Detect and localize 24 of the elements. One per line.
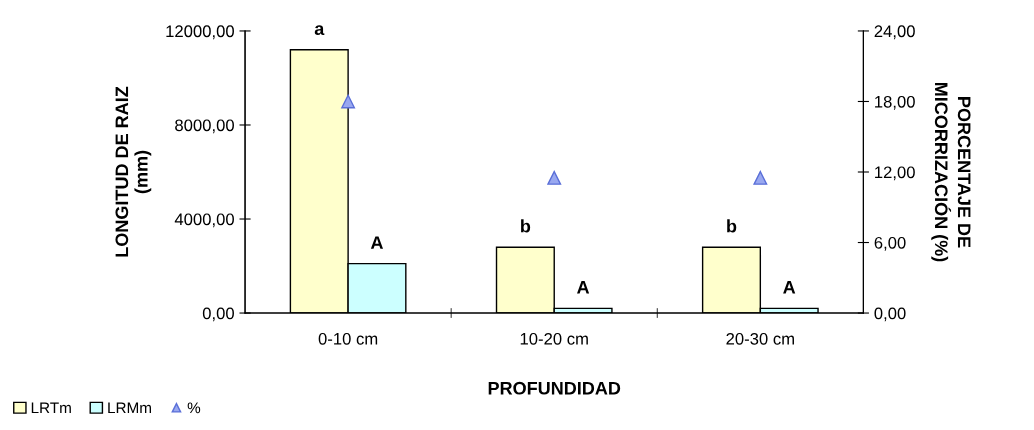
y2-tick-label: 12,00	[875, 166, 915, 181]
y2-axis-title: PORCENTAJE DE MICORRIZACIÓN (%)	[931, 82, 971, 262]
x-tick-label: 10-20 cm	[520, 332, 588, 345]
x-tick-label: 0-10 cm	[318, 332, 378, 345]
data-label: A	[783, 281, 796, 294]
y-tick-label: 0,00	[202, 307, 234, 322]
legend-label: %	[187, 402, 201, 414]
y-tick-label: 12000,00	[166, 25, 234, 40]
y2-tick-label: 6,00	[874, 236, 906, 251]
data-label: a	[314, 25, 325, 36]
legend-label: LRMm	[108, 402, 151, 414]
data-label: A	[577, 281, 590, 294]
y2-tick-label: 24,00	[874, 25, 915, 40]
x-tick-label: 20-30 cm	[726, 332, 794, 345]
y-tick-label: 8000,00	[175, 119, 234, 134]
x-axis-title: PROFUNDIDAD	[488, 381, 621, 395]
data-label: A	[370, 236, 384, 249]
data-label: b	[521, 219, 531, 233]
y-axis-title: LONGITUD DE RAIZ (mm)	[115, 86, 152, 257]
y2-tick-label: 18,00	[875, 95, 915, 110]
y2-tick-label: 0,00	[874, 307, 906, 322]
y-tick-label: 4000,00	[174, 213, 234, 228]
data-label: b	[727, 219, 737, 233]
legend-label: LRTm	[31, 402, 71, 414]
